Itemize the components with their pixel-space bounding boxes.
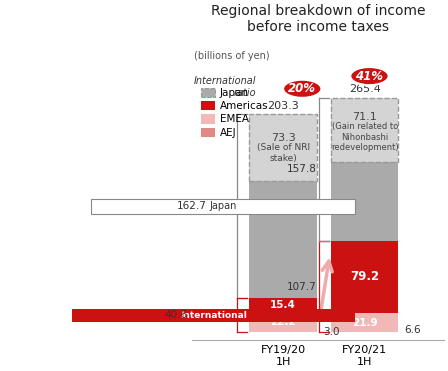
Text: 40.6: 40.6 xyxy=(164,311,187,321)
Text: 6.6: 6.6 xyxy=(404,325,421,335)
Text: (Gain related to
Nihonbashi
redevelopment): (Gain related to Nihonbashi redevelopmen… xyxy=(331,122,398,152)
Ellipse shape xyxy=(350,67,389,85)
Text: 22.2: 22.2 xyxy=(270,317,296,327)
Text: 203.3: 203.3 xyxy=(267,101,299,111)
Text: 41%: 41% xyxy=(355,70,383,83)
Text: (billions of yen): (billions of yen) xyxy=(194,52,270,61)
Text: 157.8: 157.8 xyxy=(287,164,317,174)
Text: International
ratio: International ratio xyxy=(194,76,257,98)
Text: 107.7: 107.7 xyxy=(287,282,317,292)
Bar xyxy=(250,114,317,181)
Text: 21.9: 21.9 xyxy=(352,318,378,328)
Bar xyxy=(250,312,317,332)
Text: 73.3: 73.3 xyxy=(271,133,295,143)
Legend: Japan, Americas, EMEA, AEJ: Japan, Americas, EMEA, AEJ xyxy=(197,83,273,142)
Text: Japan: Japan xyxy=(209,201,237,211)
Text: 20%: 20% xyxy=(288,82,316,95)
Bar xyxy=(331,162,398,241)
Bar xyxy=(331,98,398,162)
Bar xyxy=(331,241,398,313)
Text: 162.7: 162.7 xyxy=(177,201,206,211)
Text: 3.0: 3.0 xyxy=(323,327,339,337)
Title: Regional breakdown of income
before income taxes: Regional breakdown of income before inco… xyxy=(211,4,425,35)
FancyBboxPatch shape xyxy=(91,198,355,214)
Bar xyxy=(331,313,398,332)
Bar xyxy=(331,98,398,162)
Bar xyxy=(250,298,317,312)
Ellipse shape xyxy=(283,80,322,98)
FancyBboxPatch shape xyxy=(72,309,355,322)
Text: 71.1: 71.1 xyxy=(352,112,377,122)
Text: International: International xyxy=(180,311,247,320)
Bar xyxy=(250,181,317,298)
Bar xyxy=(250,114,317,181)
Text: 265.4: 265.4 xyxy=(349,84,381,94)
Text: (Sale of NRI
stake): (Sale of NRI stake) xyxy=(257,143,310,163)
Text: 79.2: 79.2 xyxy=(350,270,379,283)
Text: 15.4: 15.4 xyxy=(270,301,296,310)
